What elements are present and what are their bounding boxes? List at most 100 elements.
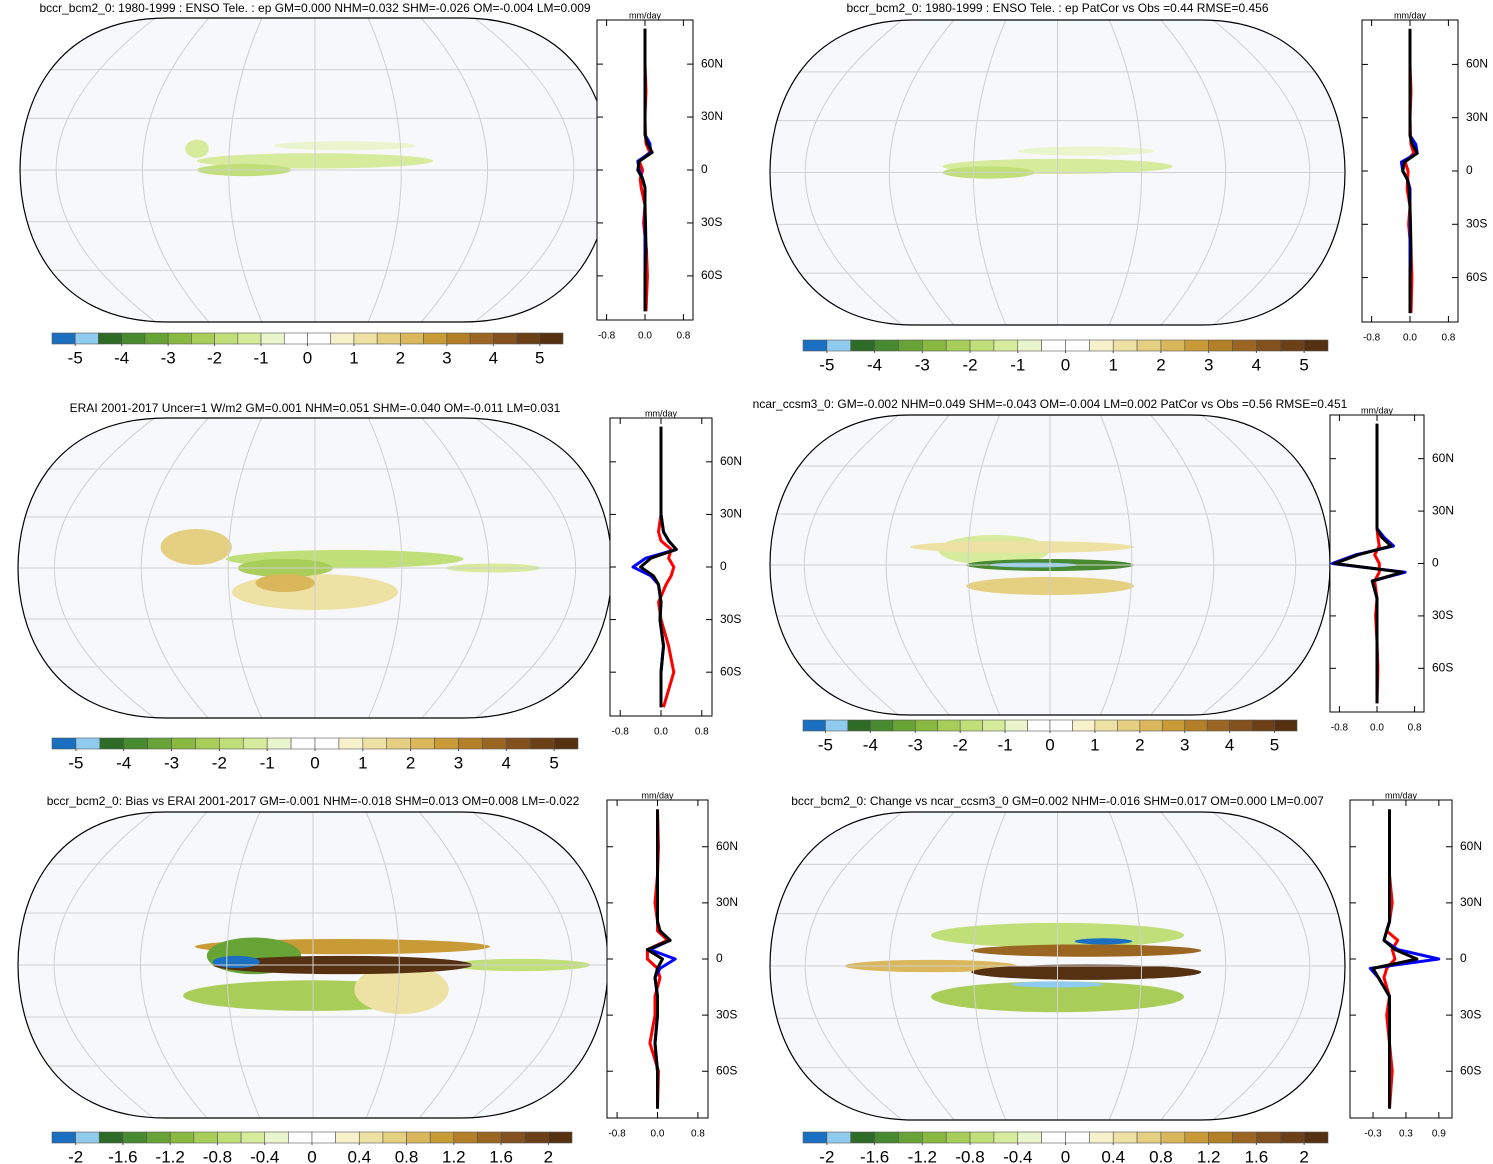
colorbar-swatch <box>825 719 849 732</box>
colorbar-swatch <box>167 332 192 345</box>
colorbar-swatch <box>122 1131 147 1144</box>
colorbar-tick-label: 2 <box>544 1147 553 1164</box>
colorbar-tick-label: -1 <box>260 753 275 772</box>
colorbar-tick-label: 4 <box>1225 735 1234 754</box>
colorbar-swatch <box>1256 1131 1281 1144</box>
colorbar-swatch <box>1094 719 1118 732</box>
colorbar-tick-label: 0 <box>310 753 319 772</box>
colorbar-swatch <box>922 1131 947 1144</box>
colorbar-swatch <box>290 737 316 750</box>
panel-title: bccr_bcm2_0: Bias vs ERAI 2001-2017 GM=-… <box>47 794 580 808</box>
colorbar-swatch <box>1041 339 1066 352</box>
profile-unit: mm/day <box>645 408 678 418</box>
colorbar-tick-label: 4 <box>1252 355 1261 374</box>
colorbar-swatch <box>74 332 99 345</box>
map-field <box>18 812 608 1118</box>
colorbar-tick-label: 5 <box>1299 355 1308 374</box>
colorbar-swatch <box>850 339 875 352</box>
panel: bccr_bcm2_0: 1980-1999 : ENSO Tele. : ep… <box>19 1 723 367</box>
colorbar-swatch <box>434 737 459 750</box>
colorbar-tick-label: -5 <box>818 735 833 754</box>
x-tick-label: -0.8 <box>612 727 630 738</box>
colorbar-swatch <box>1208 339 1233 352</box>
panel: bccr_bcm2_0: Bias vs ERAI 2001-2017 GM=-… <box>17 790 738 1164</box>
map-meridian <box>1212 20 1311 325</box>
x-tick-label: -0.8 <box>1363 333 1381 344</box>
map-meridian <box>139 812 208 1118</box>
colorbar-swatch <box>98 332 122 345</box>
colorbar-swatch <box>945 339 971 352</box>
colorbar-swatch <box>144 332 169 345</box>
colorbar-swatch <box>524 1131 549 1144</box>
y-tick-label: 30N <box>720 507 742 521</box>
panel: bccr_bcm2_0: 1980-1999 : ENSO Tele. : ep… <box>769 1 1488 374</box>
profile-line <box>1401 28 1419 314</box>
colorbar-swatch <box>51 737 77 750</box>
colorbar-swatch <box>1229 719 1253 732</box>
colorbar-tick-label: -1 <box>1010 355 1025 374</box>
colorbar-tick-label: -2 <box>212 753 227 772</box>
colorbar-swatch <box>469 332 494 345</box>
y-tick-label: 60S <box>1432 660 1453 674</box>
map-meridian <box>1108 20 1143 325</box>
colorbar-swatch <box>937 719 961 732</box>
colorbar-swatch <box>993 339 1019 352</box>
colorbar-swatch <box>892 719 916 732</box>
map-meridian <box>1160 812 1227 1120</box>
colorbar-swatch <box>482 737 507 750</box>
profile-line <box>1333 423 1405 704</box>
colorbar-tick-label: 4 <box>489 348 498 367</box>
map-meridian <box>418 812 487 1118</box>
y-tick-label: 60N <box>1466 57 1488 71</box>
colorbar-tick-label: -3 <box>161 348 176 367</box>
y-tick-label: 30S <box>1460 1007 1481 1021</box>
colorbar-swatch <box>898 339 923 352</box>
y-tick-label: 30N <box>701 109 723 123</box>
panel-title: bccr_bcm2_0: Change vs ncar_ccsm3_0 GM=0… <box>791 794 1324 808</box>
colorbar-swatch <box>237 332 262 345</box>
x-tick-label: 0.8 <box>691 1129 705 1140</box>
x-tick-label: -0.8 <box>1331 723 1349 734</box>
colorbar-swatch <box>99 737 125 750</box>
y-tick-label: 60N <box>720 454 742 468</box>
colorbar-swatch <box>826 1131 852 1144</box>
colorbar-swatch <box>1232 1131 1257 1144</box>
colorbar-swatch <box>1206 719 1230 732</box>
colorbar-swatch <box>1139 719 1163 732</box>
colorbar-swatch <box>1089 1131 1114 1144</box>
colorbar-tick-label: -0.8 <box>203 1147 232 1164</box>
colorbar-tick-label: 2 <box>1156 355 1165 374</box>
map-meridian <box>888 20 955 325</box>
colorbar-tick-label: 0.4 <box>347 1147 371 1164</box>
colorbar-swatch <box>191 332 215 345</box>
colorbar-tick-label: 3 <box>442 348 451 367</box>
map-meridian <box>1200 415 1296 715</box>
colorbar-tick-label: 1.6 <box>489 1147 513 1164</box>
colorbar-swatch <box>288 1131 313 1144</box>
colorbar-tick-label: -0.4 <box>1003 1147 1032 1164</box>
colorbar-tick-label: -1.2 <box>156 1147 185 1164</box>
y-tick-label: 30S <box>701 215 722 229</box>
y-tick-label: 0 <box>1460 951 1467 965</box>
profile-line <box>645 809 672 1109</box>
y-tick-label: 60S <box>720 664 741 678</box>
colorbar-tick-label: 0 <box>307 1147 316 1164</box>
y-tick-label: 30N <box>1466 110 1488 124</box>
colorbar-swatch <box>123 737 148 750</box>
colorbar-swatch <box>1065 339 1090 352</box>
y-tick-label: 60N <box>1432 451 1454 465</box>
map-field <box>770 415 1330 715</box>
map-outline <box>17 811 609 1119</box>
y-tick-label: 60S <box>1466 270 1487 284</box>
profile-unit: mm/day <box>629 10 662 20</box>
colorbar-tick-label: 2 <box>396 348 405 367</box>
profile-unit: mm/day <box>1394 10 1427 20</box>
colorbar-swatch <box>410 737 435 750</box>
map-outline <box>17 417 613 719</box>
y-tick-label: 60N <box>701 56 723 70</box>
colorbar-swatch <box>529 737 555 750</box>
map-meridian <box>53 812 155 1118</box>
colorbar-swatch <box>922 339 947 352</box>
map-meridian <box>140 418 209 718</box>
